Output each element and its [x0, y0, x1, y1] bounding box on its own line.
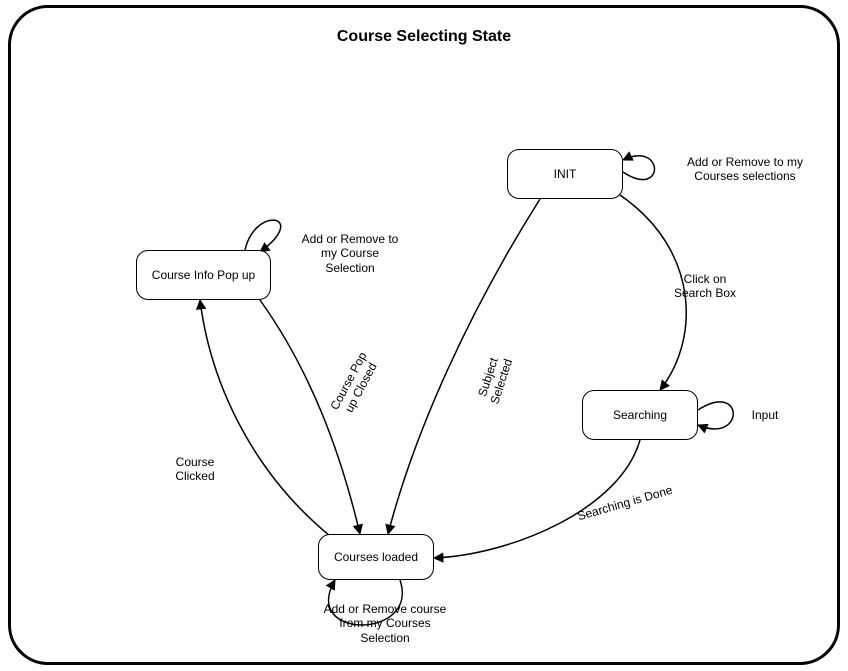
- edge-label-popup_self: Add or Remove to my Course Selection: [280, 232, 420, 275]
- state-node-loaded: Courses loaded: [318, 534, 434, 580]
- state-node-popup: Course Info Pop up: [136, 250, 271, 300]
- state-node-searching: Searching: [582, 390, 698, 440]
- edge-label-init_self: Add or Remove to my Courses selections: [660, 155, 830, 184]
- edge-label-searching_self: Input: [735, 408, 795, 422]
- diagram-title: Course Selecting State: [0, 28, 848, 46]
- diagram-canvas: Course Selecting State INIT Course Info P…: [0, 0, 848, 671]
- edge-label-loaded_self: Add or Remove course from my Courses Sel…: [300, 602, 470, 645]
- edge-label-loaded_to_popup: Course Clicked: [150, 455, 240, 484]
- state-node-init: INIT: [507, 149, 623, 199]
- edge-label-init_to_search: Click on Search Box: [650, 272, 760, 301]
